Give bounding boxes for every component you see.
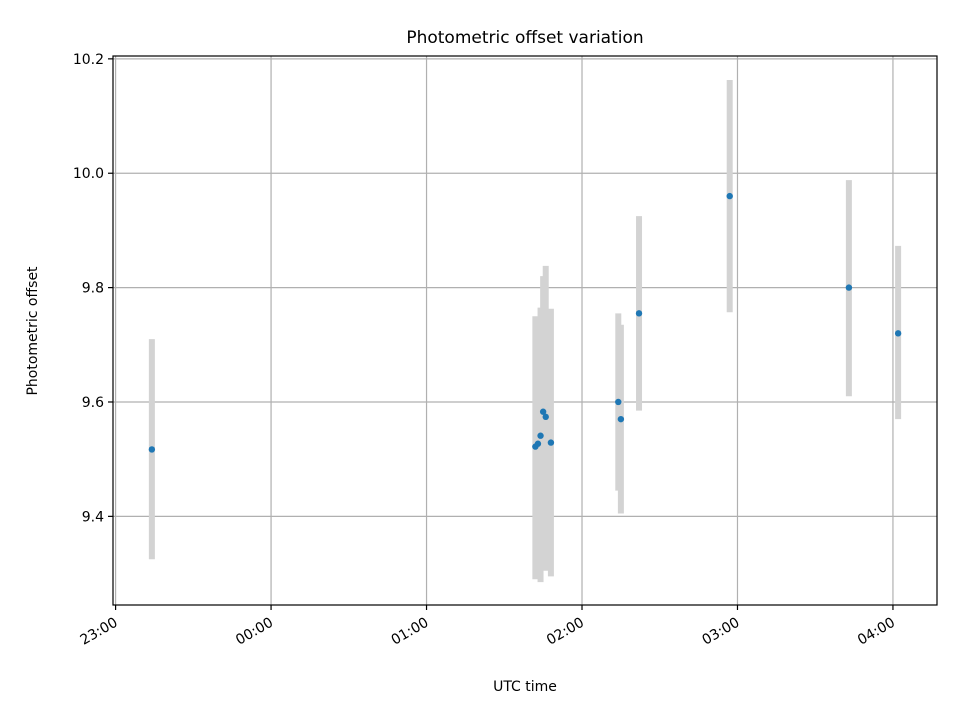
data-point — [148, 446, 156, 453]
plot-frame — [112, 55, 938, 606]
y-axis: 9.4 9.6 9.8 10.0 10.2 — [73, 52, 113, 525]
x-axis: 23:00 00:00 01:00 02:00 03:00 04:00 — [78, 605, 898, 649]
y-tick-label: 9.8 — [82, 281, 104, 297]
data-point — [534, 440, 542, 447]
y-tick-label: 10.0 — [73, 166, 104, 182]
x-axis-label: UTC time — [493, 679, 557, 695]
x-tick-label: 03:00 — [700, 615, 743, 649]
data-point — [845, 284, 853, 291]
data-point — [894, 330, 902, 337]
y-tick-label: 9.6 — [82, 395, 104, 411]
x-tick-label: 04:00 — [855, 615, 898, 649]
grid — [113, 56, 937, 605]
x-tick-label: 23:00 — [78, 615, 121, 649]
x-tick-label: 00:00 — [233, 615, 276, 649]
error-bars — [148, 80, 902, 583]
data-point — [635, 310, 643, 317]
data-point — [617, 415, 625, 423]
data-point — [726, 192, 733, 200]
data-point — [547, 439, 555, 446]
y-tick-label: 9.4 — [82, 509, 104, 525]
x-tick-label: 01:00 — [389, 615, 432, 649]
data-point — [537, 432, 544, 439]
data-point — [542, 413, 549, 421]
data-points — [148, 192, 902, 453]
y-tick-label: 10.2 — [73, 52, 104, 68]
x-tick-label: 02:00 — [544, 615, 587, 649]
data-point — [615, 398, 622, 406]
data-point — [539, 408, 547, 415]
chart-title: Photometric offset variation — [406, 28, 643, 48]
y-axis-label: Photometric offset — [25, 266, 41, 396]
